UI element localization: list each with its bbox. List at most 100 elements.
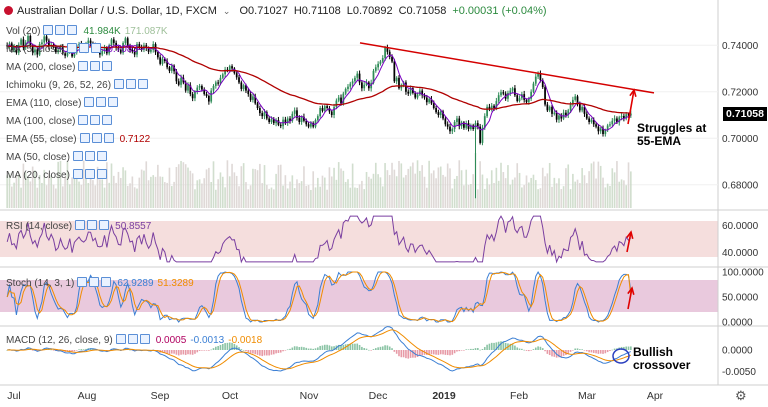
candle-body (129, 45, 131, 50)
candle-body (177, 81, 180, 85)
gear-icon[interactable]: ⚙ (735, 388, 747, 403)
macd-hist-bar (488, 343, 491, 350)
currency-flag-icon (4, 6, 13, 15)
volume-bar (319, 186, 321, 208)
volume-bar (117, 171, 120, 208)
indicator-buttons[interactable] (72, 169, 109, 182)
macd-buttons[interactable] (115, 334, 152, 347)
candle-body (57, 49, 60, 53)
macd-hist-bar (544, 350, 546, 352)
volume-bar (106, 162, 108, 208)
stoch-arrow-head (627, 286, 635, 295)
candle-body (45, 36, 48, 41)
macd-hist-bar (495, 342, 498, 350)
macd-hist-bar (432, 350, 435, 355)
macd-hist-bar (68, 350, 71, 352)
macd-hist-bar (129, 349, 131, 351)
volume-bar (126, 185, 129, 208)
macd-hist-bar (289, 348, 291, 350)
macd-hist-bar (300, 346, 303, 350)
macd-hist-bar (85, 348, 87, 350)
candle-body (13, 47, 15, 50)
candle-body (458, 118, 461, 127)
indicator-legend-1[interactable]: MA (5, close) 0.7083 (6, 43, 138, 56)
indicator-buttons[interactable] (114, 79, 150, 92)
volume-bar (110, 163, 113, 208)
candle-body (351, 81, 354, 84)
volume-bar (435, 178, 437, 208)
macd-hist-bar (330, 346, 333, 350)
indicator-legend-7[interactable]: MA (50, close) (6, 151, 109, 164)
indicator-legend-4[interactable]: EMA (110, close) (6, 97, 120, 110)
rsi-buttons[interactable] (75, 220, 111, 233)
candle-body (247, 90, 250, 95)
volume-bar (407, 168, 410, 208)
macd-hist-bar (263, 350, 266, 356)
macd-legend[interactable]: MACD (12, 26, close, 9) 0.0005 -0.0013 -0.0… (6, 334, 262, 347)
rsi-legend[interactable]: RSI (14, close) 50.8557 (6, 220, 151, 233)
candle-body (442, 111, 444, 119)
indicator-buttons[interactable] (79, 133, 116, 146)
indicator-legend-6[interactable]: EMA (55, close) 0.7122 (6, 133, 150, 146)
volume-bar (618, 181, 621, 208)
indicator-buttons[interactable] (84, 97, 120, 110)
candle-body (405, 82, 407, 92)
indicator-legend-0[interactable]: Vol (20) 41.984K 171.087K (6, 25, 168, 38)
macd-hist-bar (168, 350, 171, 355)
macd-hist-bar (486, 344, 488, 350)
macd-hist-bar (560, 350, 563, 358)
stoch-k-value: 62.9289 (117, 278, 154, 289)
indicator-buttons[interactable] (78, 61, 114, 74)
candle-body (500, 92, 502, 96)
candle-body (328, 108, 331, 112)
macd-hist-bar (428, 350, 430, 355)
volume-bar (170, 186, 173, 208)
stoch-buttons[interactable] (77, 277, 113, 290)
volume-bar (521, 187, 523, 208)
volume-bar (391, 162, 393, 208)
indicator-legend-3[interactable]: Ichimoku (9, 26, 52, 26) (6, 79, 150, 92)
volume-bar (48, 173, 50, 208)
macd-hist-bar (194, 350, 196, 354)
candle-body (261, 113, 264, 117)
rsi-arrow (626, 231, 632, 253)
macd-hist-bar (279, 350, 282, 353)
macd-hist-bar (446, 350, 449, 356)
macd-hist-bar (82, 349, 85, 350)
stoch-legend[interactable]: Stoch (14, 3, 1) 62.9289 51.3289 (6, 277, 194, 290)
macd-hist-bar (511, 344, 514, 350)
macd-hist-bar (340, 345, 342, 350)
x-tick-label: 2019 (432, 390, 456, 402)
candle-body (240, 82, 243, 89)
macd-value: -0.0013 (190, 335, 225, 346)
candle-body (221, 74, 224, 78)
macd-hist-bar (224, 343, 226, 350)
indicator-buttons[interactable] (72, 151, 109, 164)
volume-bar (530, 177, 532, 208)
macd-hist-bar (342, 344, 345, 350)
chevron-down-icon[interactable]: ⌄ (222, 6, 231, 16)
volume-bar (13, 182, 15, 208)
macd-hist-bar (405, 350, 407, 359)
macd-hist-bar (502, 341, 505, 350)
indicator-legend-8[interactable]: MA (20, close) (6, 169, 109, 182)
candle-body (36, 49, 39, 55)
indicator-buttons[interactable] (67, 43, 103, 56)
rsi-value: 50.8557 (115, 221, 152, 232)
indicator-buttons[interactable] (78, 115, 114, 128)
macd-hist-bar (293, 346, 296, 350)
macd-hist-bar (374, 348, 377, 350)
volume-bar (61, 186, 64, 208)
symbol-title[interactable]: Australian Dollar / U.S. Dollar, 1D, FXC… (17, 5, 217, 17)
indicator-legend-2[interactable]: MA (200, close) (6, 61, 114, 74)
indicator-buttons[interactable] (43, 25, 79, 38)
macd-hist-bar (379, 346, 382, 350)
candle-body (289, 118, 291, 121)
volume-bar (576, 179, 579, 208)
candle-body (356, 73, 359, 78)
volume-bar (189, 170, 192, 208)
macd-hist-bar (286, 349, 289, 351)
candle-body (523, 94, 526, 100)
indicator-legend-5[interactable]: MA (100, close) (6, 115, 114, 128)
volume-bar (444, 176, 447, 208)
